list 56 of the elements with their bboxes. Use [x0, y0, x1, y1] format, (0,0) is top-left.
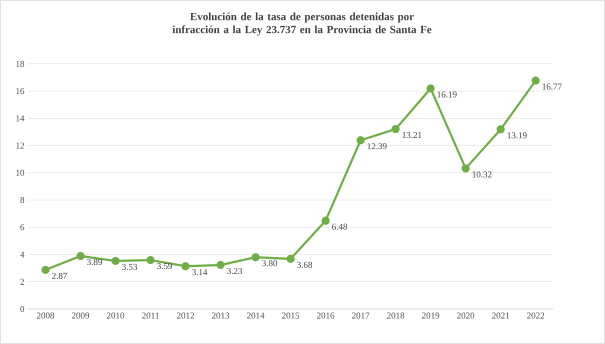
y-tick-label: 16 [16, 88, 24, 94]
point [462, 164, 470, 173]
y-tick-label: 2 [20, 278, 24, 285]
y-tick-label: 6 [20, 224, 24, 230]
x-tick-label: 2013 [212, 312, 230, 319]
data-label: 3.80 [262, 260, 278, 266]
y-tick-label: 12 [16, 142, 24, 149]
data-label: 3.59 [157, 263, 172, 270]
y-tick-label: 10 [16, 170, 24, 176]
point [532, 76, 540, 85]
point [392, 124, 400, 134]
data-label: 12.39 [368, 143, 387, 150]
data-label: 16.19 [438, 91, 457, 98]
x-tick-label: 2022 [527, 312, 544, 319]
x-tick-label: 2018 [387, 312, 404, 319]
x-tick-label: 2017 [352, 312, 370, 319]
x-tick-label: 2020 [457, 312, 474, 319]
data-label: 3.14 [192, 269, 208, 276]
data-label: 13.19 [508, 132, 527, 138]
data-label: 3.53 [122, 264, 138, 270]
x-tick-label: 2016 [317, 312, 334, 319]
chart-title: Evolución de la tasa de personas detenidas por infracción a la Ley 23.737 en la Provincia de Santa Fe [172, 12, 432, 36]
point [76, 252, 85, 260]
point [181, 262, 190, 270]
x-tick-label: 2008 [36, 312, 54, 319]
data-label: 3.23 [227, 268, 242, 274]
data-label: 3.89 [87, 258, 102, 266]
point [356, 136, 365, 144]
x-tick-label: 2015 [282, 312, 300, 319]
y-tick-label: 18 [16, 60, 24, 67]
y-tick-label: 14 [16, 115, 24, 122]
x-tick-label: 2012 [176, 312, 194, 319]
x-tick-label: 2010 [106, 312, 124, 319]
point [251, 253, 260, 262]
point [286, 254, 295, 263]
y-tick-label: 4 [20, 252, 24, 258]
data-label: 13.21 [402, 132, 422, 138]
x-tick-label: 2019 [422, 312, 440, 319]
data-label: 3.68 [297, 262, 312, 268]
point [216, 260, 225, 270]
point [426, 84, 435, 93]
point [41, 266, 50, 274]
point [322, 216, 330, 225]
x-tick-label: 2021 [492, 312, 510, 319]
y-tick-label: 0 [20, 306, 24, 312]
y-tick-label: 8 [20, 197, 24, 204]
point [111, 256, 120, 266]
x-tick-label: 2014 [247, 312, 264, 319]
point [496, 125, 505, 134]
data-label: 6.48 [332, 224, 348, 230]
point [146, 256, 155, 264]
data-label: 2.87 [52, 272, 68, 279]
data-label: 10.32 [472, 171, 492, 178]
x-tick-label: 2009 [72, 312, 90, 319]
x-tick-label: 2011 [142, 312, 159, 319]
data-label: 16.77 [542, 84, 562, 90]
